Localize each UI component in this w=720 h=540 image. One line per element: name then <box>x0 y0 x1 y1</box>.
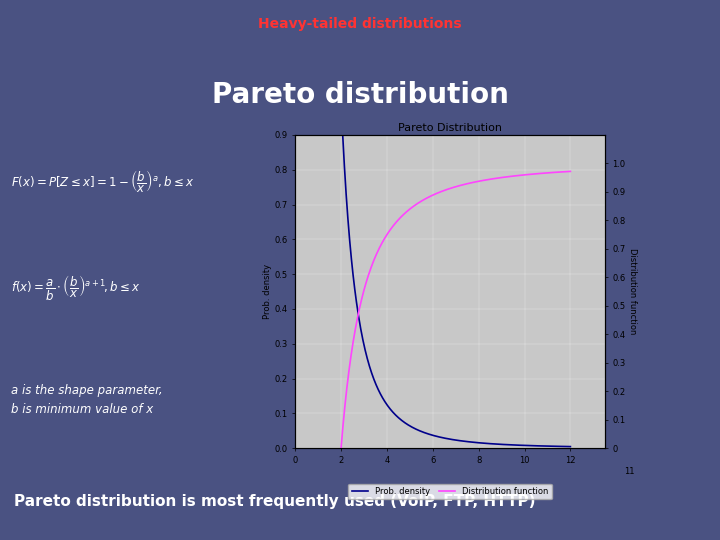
Text: 11: 11 <box>624 467 635 476</box>
Text: Pareto distribution: Pareto distribution <box>212 81 508 109</box>
Text: Heavy-tailed distributions: Heavy-tailed distributions <box>258 17 462 31</box>
Text: Pareto distribution is most frequently used (VoIP, FTP, HTTP): Pareto distribution is most frequently u… <box>14 494 536 509</box>
Y-axis label: Distribution function: Distribution function <box>628 248 636 335</box>
Legend: Prob. density, Distribution function: Prob. density, Distribution function <box>348 484 552 500</box>
Y-axis label: Prob. density: Prob. density <box>263 264 271 319</box>
Text: $f(x) = \dfrac{a}{b} \cdot \left(\dfrac{b}{x}\right)^{a+1}\!, b \leq x$: $f(x) = \dfrac{a}{b} \cdot \left(\dfrac{… <box>12 273 140 302</box>
Text: a is the shape parameter,
b is minimum value of x: a is the shape parameter, b is minimum v… <box>12 383 163 416</box>
Text: $F(x) = P[Z \leq x] = 1 - \left(\dfrac{b}{x}\right)^a, b \leq x$: $F(x) = P[Z \leq x] = 1 - \left(\dfrac{b… <box>12 169 194 195</box>
Title: Pareto Distribution: Pareto Distribution <box>398 123 502 133</box>
